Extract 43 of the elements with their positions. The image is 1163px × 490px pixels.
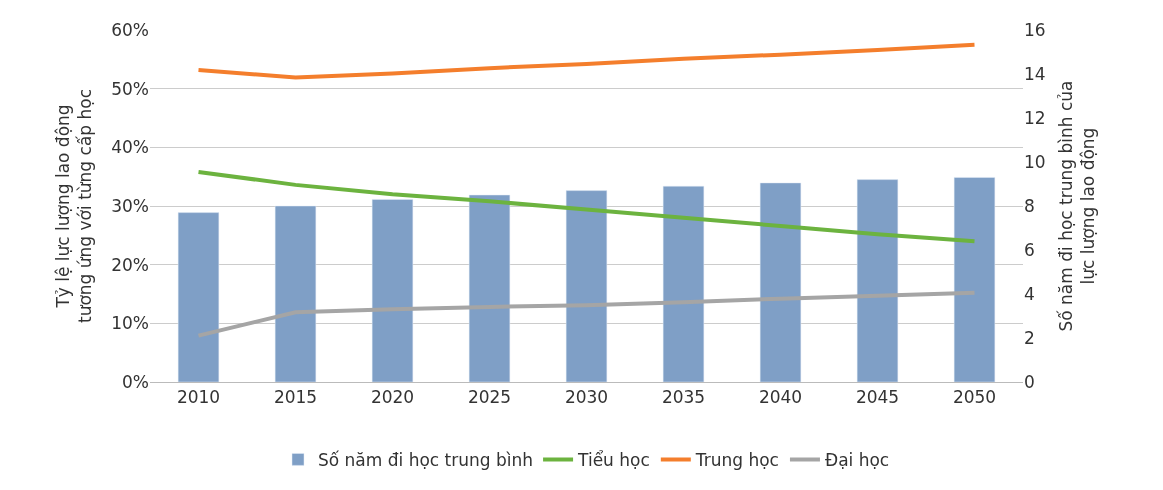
x-tick-label: 2030 [564,387,609,408]
bar [662,185,705,382]
y-tick-label: 40% [111,137,149,158]
y-tick-label: 10% [111,313,149,334]
legend-label: Đại học [824,450,890,471]
bar [274,205,317,382]
x-tick-label: 2035 [661,387,706,408]
legend-label: Trung học [694,450,779,471]
line-series [196,42,977,80]
bar [468,194,511,382]
x-tick-label: 2040 [758,387,803,408]
y2-tick-label: 16 [1024,19,1046,40]
y-tick-label: 0% [122,371,149,392]
legend-label: Số năm đi học trung bình [318,450,534,471]
y2-tick-label: 12 [1024,107,1046,128]
y-tick-label: 60% [111,19,149,40]
y2-tick-label: 8 [1024,195,1035,216]
legend-label: Tiểu học [577,450,650,471]
line-series [196,169,977,244]
y2-tick-label: 10 [1024,151,1046,172]
y2-tick-label: 6 [1024,239,1035,260]
line-series [196,290,977,338]
y2-tick-label: 4 [1024,283,1035,304]
bar [759,182,802,382]
x-tick-label: 2020 [370,387,415,408]
y2-tick-label: 14 [1024,63,1046,84]
y-tick-label: 20% [111,254,149,275]
bar [856,179,899,382]
x-tick-label: 2010 [176,387,221,408]
x-tick-label: 2015 [273,387,318,408]
bar [953,177,996,382]
x-tick-label: 2025 [467,387,512,408]
x-tick-label: 2045 [855,387,900,408]
y2-axis-title: Số năm đi học trung bình của lực lượng lao động [1056,80,1099,332]
bar [565,190,608,382]
bar [177,212,220,382]
x-tick-label: 2050 [952,387,997,408]
y-tick-label: 30% [111,195,149,216]
bar [371,199,414,382]
y-tick-label: 50% [111,78,149,99]
y2-tick-label: 2 [1024,327,1035,348]
y2-tick-label: 0 [1024,371,1035,392]
y-axis-title: Tỷ lệ lực lượng lao động tương ứng với từng cấp học [52,88,95,324]
